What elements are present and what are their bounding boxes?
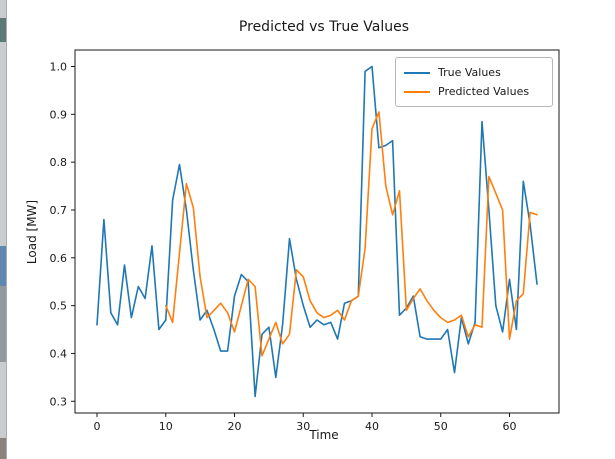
- chart-canvas: 0 10 20 30 40 50 60 0.3 0.4 0.5 0.6 0.7 0.8 0.9 1.0: [50, 49, 560, 433]
- y-tick-label: 0.7: [50, 204, 68, 217]
- x-tick-label: 60: [503, 420, 517, 433]
- x-tick-label: 20: [228, 420, 242, 433]
- window-edge-segment: [0, 286, 6, 362]
- x-tick-label: 0: [94, 420, 101, 433]
- y-tick-label: 0.5: [50, 300, 68, 313]
- window-edge-segment: [0, 18, 6, 42]
- y-tick-label: 0.4: [50, 347, 68, 360]
- figure: Predicted vs True Values 0 10 20 30 40 50 60 0.…: [7, 0, 615, 459]
- y-tick-label: 0.9: [50, 108, 68, 121]
- y-tick-label: 0.3: [50, 395, 68, 408]
- legend-line-sample-predicted: [404, 90, 430, 93]
- window-edge-segment: [0, 246, 6, 286]
- series-line-predicted-values: [165, 111, 538, 357]
- window-edge-segment: [0, 438, 6, 459]
- legend-entry-true-values: True Values: [404, 63, 544, 82]
- x-tick-label: 50: [434, 420, 448, 433]
- y-axis-label: Load [MW]: [25, 199, 39, 265]
- legend-entry-predicted-values: Predicted Values: [404, 82, 544, 101]
- legend: True Values Predicted Values: [395, 57, 553, 107]
- chart-title: Predicted vs True Values: [238, 19, 410, 35]
- window-edge-strip: [0, 0, 7, 459]
- y-tick-label: 1.0: [50, 61, 68, 74]
- legend-label: Predicted Values: [438, 85, 530, 98]
- y-tick-label: 0.8: [50, 156, 68, 169]
- series-line-true-values: [96, 65, 538, 398]
- legend-label: True Values: [438, 66, 501, 79]
- x-axis-label: Time: [309, 428, 339, 442]
- y-tick-label: 0.6: [50, 252, 68, 265]
- axes-frame: [74, 49, 560, 414]
- x-tick-label: 30: [296, 420, 310, 433]
- legend-line-sample-true: [404, 71, 430, 74]
- x-tick-label: 40: [365, 420, 379, 433]
- x-tick-label: 10: [159, 420, 173, 433]
